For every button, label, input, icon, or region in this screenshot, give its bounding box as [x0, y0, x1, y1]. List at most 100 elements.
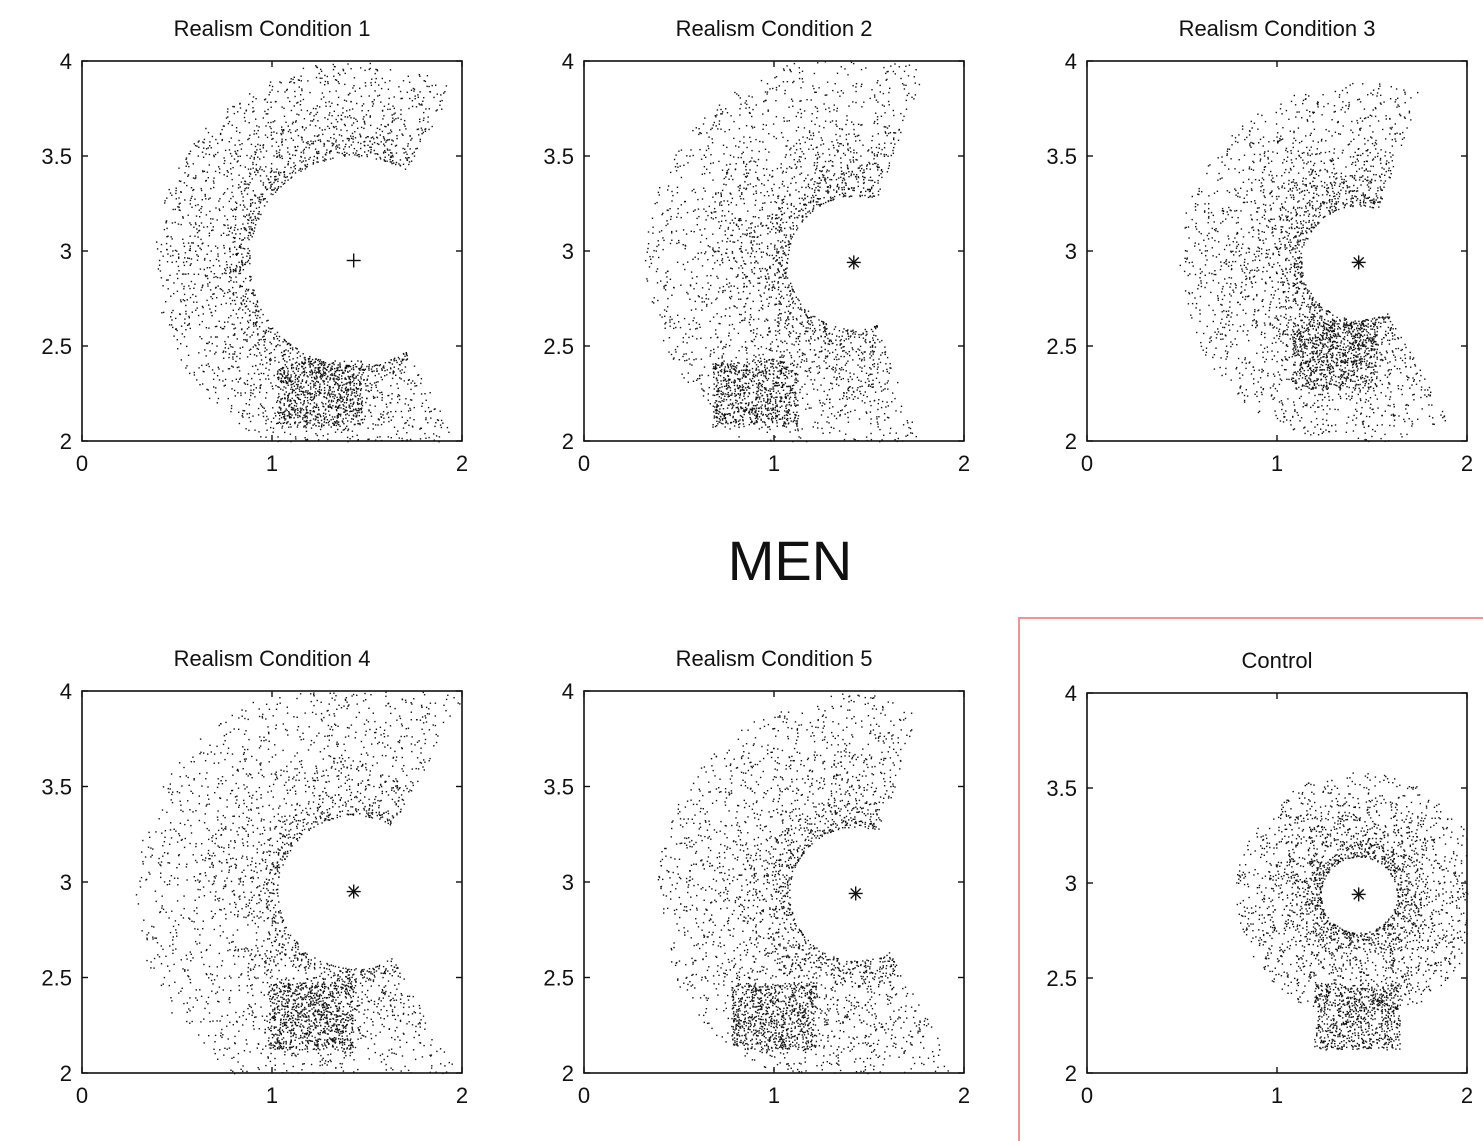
point	[271, 183, 273, 185]
point	[792, 81, 794, 84]
point	[826, 421, 828, 423]
point	[767, 389, 770, 392]
point	[284, 91, 286, 93]
point	[848, 397, 851, 399]
point	[821, 139, 823, 141]
point	[208, 397, 211, 400]
point	[409, 135, 411, 137]
point	[747, 297, 749, 299]
point	[318, 360, 321, 363]
point	[243, 204, 245, 206]
point	[790, 228, 792, 230]
point	[232, 294, 235, 296]
point	[435, 422, 437, 424]
point	[300, 409, 302, 411]
point	[773, 286, 775, 288]
point	[358, 411, 360, 414]
point	[319, 414, 321, 416]
point	[241, 261, 243, 263]
point	[424, 130, 427, 132]
point	[184, 322, 186, 324]
point	[799, 143, 801, 145]
point	[307, 412, 309, 414]
point	[188, 165, 190, 168]
point	[368, 409, 370, 411]
point	[250, 204, 252, 206]
point	[184, 172, 186, 174]
point	[818, 182, 820, 185]
point	[868, 188, 870, 191]
point	[839, 344, 841, 346]
point	[774, 409, 776, 411]
point	[254, 153, 256, 156]
point	[388, 420, 390, 423]
point	[291, 363, 293, 365]
point	[774, 201, 776, 203]
point	[196, 301, 198, 303]
point	[273, 337, 275, 339]
point	[259, 166, 262, 168]
point	[417, 374, 420, 376]
point	[749, 417, 751, 419]
point	[775, 232, 777, 234]
point	[190, 187, 193, 189]
point	[697, 378, 699, 380]
point	[419, 118, 421, 120]
point	[355, 392, 358, 394]
point	[340, 390, 343, 392]
point	[434, 408, 436, 410]
point	[782, 247, 784, 249]
point	[188, 257, 190, 260]
point	[286, 176, 288, 178]
point	[723, 153, 725, 155]
point	[219, 265, 221, 267]
point	[789, 313, 791, 315]
point	[349, 370, 351, 372]
point	[717, 291, 720, 293]
point	[733, 363, 735, 365]
point	[304, 391, 306, 393]
point	[852, 156, 854, 158]
point	[751, 115, 753, 118]
point	[274, 356, 276, 359]
point	[314, 415, 317, 417]
point	[318, 394, 320, 396]
point	[255, 364, 257, 367]
point	[400, 360, 402, 362]
point	[784, 286, 787, 288]
point	[325, 396, 327, 399]
point	[723, 346, 725, 348]
point	[228, 234, 230, 236]
point	[358, 372, 360, 374]
point	[865, 190, 867, 193]
point	[885, 132, 887, 134]
point	[162, 285, 164, 287]
point	[376, 396, 379, 398]
point	[193, 226, 195, 228]
point	[393, 371, 395, 373]
point	[289, 129, 291, 131]
point	[401, 97, 403, 100]
point	[222, 193, 225, 195]
point	[787, 411, 789, 413]
point	[393, 96, 395, 98]
point	[324, 367, 326, 369]
point	[340, 118, 342, 120]
point	[792, 318, 794, 321]
point	[803, 360, 806, 362]
point	[232, 105, 234, 108]
point	[391, 120, 394, 122]
point	[873, 155, 876, 157]
point	[851, 121, 853, 123]
point	[213, 293, 215, 295]
point	[372, 103, 375, 105]
point	[747, 373, 750, 376]
point	[177, 253, 180, 255]
point	[878, 174, 880, 177]
point	[183, 273, 185, 275]
point	[408, 161, 411, 163]
point	[693, 288, 695, 290]
point	[310, 360, 312, 363]
point	[226, 170, 228, 172]
point	[765, 124, 767, 126]
